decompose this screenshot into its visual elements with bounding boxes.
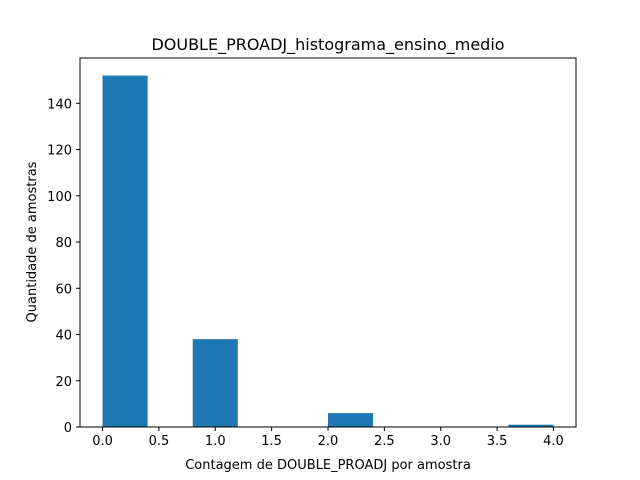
y-axis-ticks: 0 20 40 60 80 100 120 140: [47, 97, 80, 436]
x-tick-label: 3.5: [487, 434, 508, 449]
histogram-bar-9: [508, 424, 554, 427]
x-axis-label: Contagem de DOUBLE_PROADJ por amostra: [185, 458, 471, 473]
y-tick-label: 20: [55, 375, 72, 390]
plot-frame: [79, 57, 577, 428]
y-tick-label: 0: [64, 421, 72, 436]
x-tick-label: 1.5: [261, 434, 282, 449]
y-tick-label: 60: [55, 282, 72, 297]
x-tick-label: 2.5: [374, 434, 395, 449]
y-tick-label: 40: [55, 329, 72, 344]
histogram-bar-0: [102, 75, 148, 428]
x-tick-label: 1.0: [205, 434, 226, 449]
x-tick-label: 0.5: [149, 434, 170, 449]
y-tick-label: 80: [55, 236, 72, 251]
histogram-bar-5: [328, 413, 374, 427]
histogram-bar-2: [192, 339, 238, 427]
y-axis-label: Quantidade de amostras: [25, 161, 40, 322]
y-tick-label: 100: [47, 190, 72, 205]
bars-group: [102, 75, 554, 428]
chart-title: DOUBLE_PROADJ_histograma_ensino_medio: [151, 35, 504, 55]
x-axis-ticks: 0.0 0.5 1.0 1.5 2.0 2.5 3.0 3.5 4.0: [92, 427, 564, 449]
y-tick-label: 140: [47, 97, 72, 112]
y-tick-label: 120: [47, 144, 72, 159]
x-tick-label: 4.0: [543, 434, 564, 449]
x-tick-label: 2.0: [318, 434, 339, 449]
x-tick-label: 3.0: [430, 434, 451, 449]
x-tick-label: 0.0: [92, 434, 113, 449]
